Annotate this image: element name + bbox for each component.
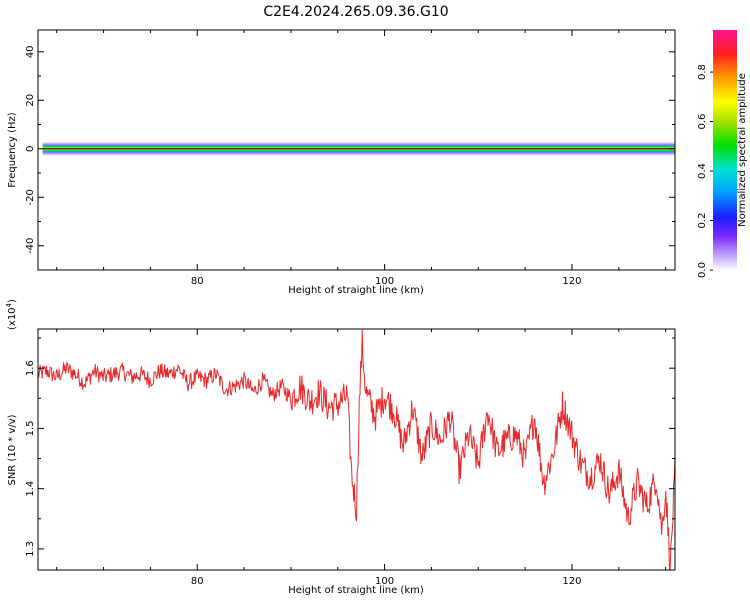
snr-series-line: [38, 329, 675, 570]
snr-frame: [37, 328, 676, 571]
x-tick-label: 120: [562, 576, 581, 587]
y-tick-label: 20: [25, 94, 36, 107]
x-tick-label: 80: [191, 276, 204, 287]
spectrogram-y-label: Frequency (Hz): [7, 112, 18, 188]
snr-x-label: Height of straight line (km): [288, 585, 424, 596]
snr-panel: 80 100 120 1.3 1.4 1.5 1.6 Height of straight…: [5, 299, 676, 596]
y-tick-label: -40: [25, 238, 36, 254]
colorbar-label: Normalized spectral amplitude: [737, 73, 748, 227]
snr-y-multiplier-close: ): [7, 299, 18, 303]
snr-y-ticks: 1.3 1.4 1.5 1.6: [25, 337, 675, 557]
x-tick-label: 100: [375, 276, 394, 287]
y-tick-label: 0: [25, 146, 36, 152]
spectrogram-y-ticks: 40 20 0 -20 -40: [25, 45, 675, 271]
spectrogram-frame: [37, 29, 676, 271]
snr-y-multiplier: (x104): [5, 299, 18, 330]
colorbar: 0.0 0.2 0.4 0.6 0.8 Normalized spectral ampl…: [697, 30, 748, 278]
y-tick-label: 1.6: [25, 360, 36, 376]
snr-y-multiplier-exp: 4: [5, 302, 13, 307]
y-tick-label: 40: [25, 45, 36, 58]
colorbar-ticks: 0.0 0.2 0.4 0.6 0.8: [697, 64, 713, 278]
colorbar-tick-label: 0.0: [697, 262, 708, 278]
colorbar-tick-label: 0.4: [697, 163, 708, 179]
y-tick-label: 1.5: [25, 420, 36, 436]
y-tick-label: 1.4: [25, 481, 36, 497]
figure-title: C2E4.2024.265.09.36.G10: [263, 4, 448, 20]
colorbar-gradient: [713, 30, 737, 270]
colorbar-tick-label: 0.6: [697, 114, 708, 130]
spectrogram-x-label: Height of straight line (km): [288, 285, 424, 296]
snr-y-label: SNR (10 * v/v): [7, 414, 18, 485]
colorbar-tick-label: 0.8: [697, 64, 708, 80]
y-tick-label: -20: [25, 189, 36, 205]
spectrogram-x-ticks: 80 100 120: [56, 30, 667, 287]
x-tick-label: 120: [562, 276, 581, 287]
snr-y-multiplier-base: (x10: [7, 307, 18, 330]
spectrogram-panel: 80 100 120 40 20 0 -20 -40 Height of straight …: [7, 29, 676, 296]
snr-x-ticks: 80 100 120: [56, 329, 667, 587]
x-tick-label: 80: [191, 576, 204, 587]
y-tick-label: 1.3: [25, 541, 36, 557]
x-tick-label: 100: [375, 576, 394, 587]
spectrogram-band: [42, 141, 675, 156]
colorbar-tick-label: 0.2: [697, 213, 708, 229]
